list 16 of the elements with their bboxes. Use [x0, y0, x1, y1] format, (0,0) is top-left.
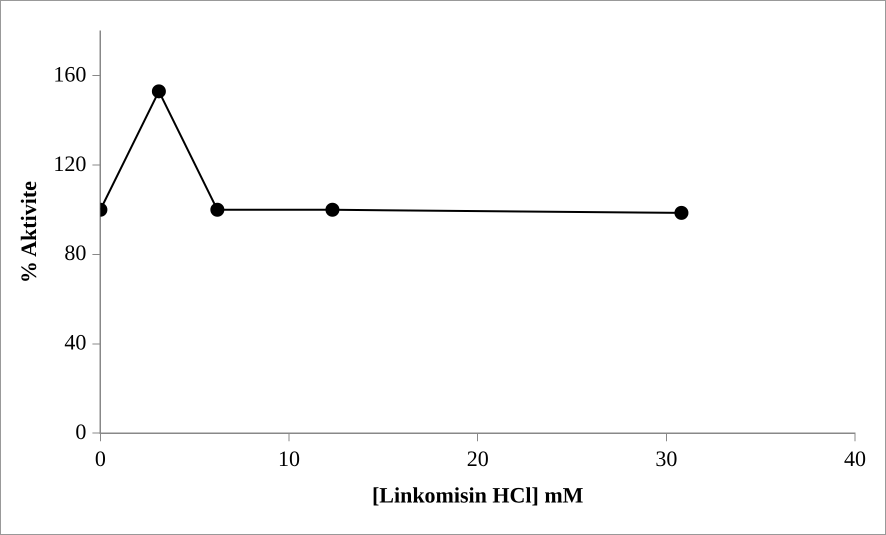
point [152, 84, 166, 98]
y-tick-label: 40 [64, 330, 86, 355]
point [210, 202, 224, 217]
x-tick-label: 40 [844, 446, 866, 472]
x-axis-title: [Linkomisin HCl] mM [372, 482, 584, 508]
y-tick-label: 120 [53, 150, 86, 176]
y-axis-title: % Aktivite [16, 180, 41, 284]
y-tick-label: 0 [75, 418, 86, 444]
y-tick-label: 160 [53, 61, 86, 86]
point [325, 202, 340, 217]
x-tick-label: 10 [278, 446, 300, 472]
point [674, 206, 688, 220]
y-tick-label: 80 [64, 240, 86, 266]
x-tick-label: 0 [94, 446, 106, 472]
x-tick-label: 30 [655, 446, 678, 472]
x-tick-label: 20 [466, 446, 489, 472]
